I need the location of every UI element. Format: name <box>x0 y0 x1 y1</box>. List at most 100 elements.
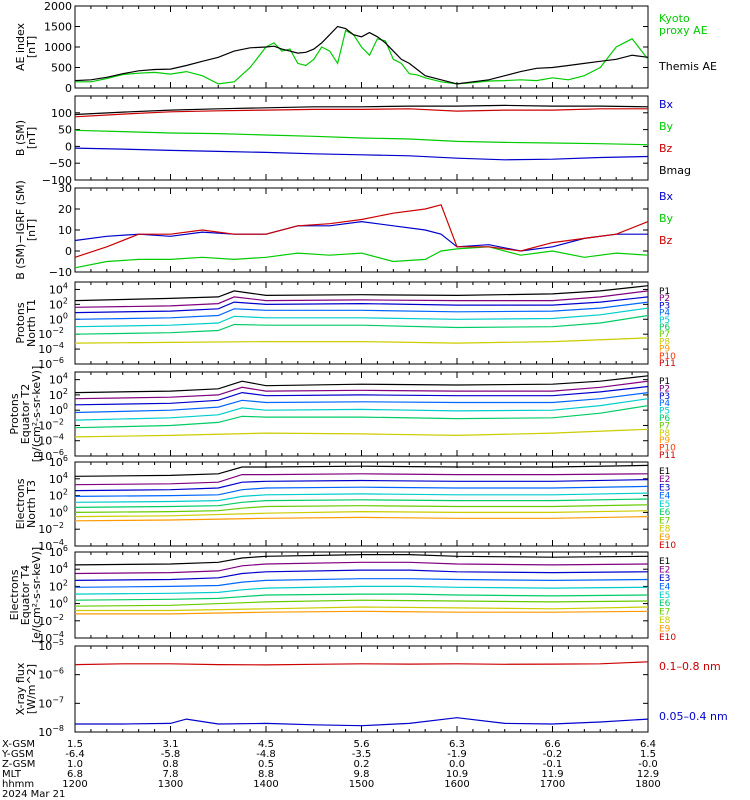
x-axis-value: 12.9 <box>637 769 659 780</box>
y-tick-label: 102 <box>49 387 68 402</box>
series-line-p1 <box>74 375 649 394</box>
legend-item: P7 <box>659 421 670 431</box>
y-axis-label: Protons <box>8 393 21 434</box>
legend-item: P10 <box>659 444 676 454</box>
x-axis-value: 1200 <box>62 779 87 790</box>
x-axis-value: -1.9 <box>447 749 467 760</box>
x-axis-value: 1.0 <box>67 759 83 770</box>
series-line-e3 <box>74 569 649 581</box>
x-axis-value: 1800 <box>635 779 660 790</box>
series-line-e6 <box>74 593 649 601</box>
legend-item: P9 <box>659 436 670 446</box>
x-axis-value: -4.8 <box>256 749 276 760</box>
legend-item: P1 <box>659 377 670 387</box>
panel-xray: 10−8 10−7 10−6 10−5 X-ray flux[W/m^2] 0.1–0.8… <box>14 638 728 739</box>
x-axis-value: -0.0 <box>638 759 658 770</box>
legend-item: P11 <box>659 451 676 461</box>
legend-item: E9 <box>659 625 671 635</box>
x-axis-value: 1600 <box>444 779 469 790</box>
legend-item: E9 <box>659 533 671 543</box>
series-line-p6 <box>74 314 649 335</box>
y-axis-label: [nT] <box>25 36 38 58</box>
legend-item: E1 <box>659 467 670 477</box>
y-tick-label: 10−5 <box>38 638 64 653</box>
legend-item: 0.1–0.8 nm <box>659 660 721 673</box>
legend-item: Bz <box>659 142 673 155</box>
y-tick-label: 104 <box>49 372 68 387</box>
x-axis-row-label: X-GSM <box>2 739 35 750</box>
y-tick-label: 10−2 <box>38 521 64 536</box>
series-line-bmag <box>74 104 649 116</box>
legend-item: E10 <box>659 541 676 551</box>
y-axis-label: AE index <box>14 22 27 71</box>
legend-item: P10 <box>659 352 676 362</box>
y-axis-label: Protons <box>14 302 27 343</box>
y-tick-label: 10−7 <box>38 695 64 710</box>
y-axis-label: [nT] <box>25 219 38 241</box>
x-axis-value: -5.8 <box>161 749 181 760</box>
panel-frame <box>74 645 649 733</box>
legend-item: Bz <box>659 234 673 247</box>
y-tick-label: 100 <box>49 504 68 519</box>
y-axis-label: [e/(cm²-s-sr-keV)] <box>30 547 43 643</box>
legend-item: E3 <box>659 574 670 584</box>
y-tick-label: −50 <box>49 157 72 170</box>
y-tick-label: 0 <box>65 140 72 153</box>
y-axis-label: B (SM)−IGRF (SM) <box>14 180 27 280</box>
legend-item: E5 <box>659 500 670 510</box>
legend-item: Themis AE <box>658 60 717 73</box>
x-axis-row-label: hhmm <box>2 779 34 790</box>
series-line-e9 <box>75 610 649 615</box>
x-axis-value: 0.2 <box>354 759 370 770</box>
series-line-e1 <box>74 553 649 566</box>
series-line-bx <box>74 147 649 161</box>
series-line-p6 <box>74 405 649 429</box>
legend-item: E6 <box>659 508 671 518</box>
y-tick-label: 102 <box>49 296 68 311</box>
series-line-e3 <box>74 479 649 492</box>
legend-item: E4 <box>659 492 671 502</box>
x-axis-value: 0.0 <box>449 759 465 770</box>
x-axis-row-label: Y-GSM <box>1 749 34 760</box>
x-axis-value: 3.1 <box>163 739 179 750</box>
y-axis-label: [p/(cm²-s-sr-keV)] <box>30 366 43 463</box>
y-tick-label: 10 <box>58 224 72 237</box>
legend-item: E4 <box>659 582 671 592</box>
y-axis-label: Electrons <box>14 478 27 529</box>
y-tick-label: 20 <box>58 203 72 216</box>
series-line-e5 <box>74 492 649 503</box>
series-line-p4 <box>74 301 649 320</box>
legend-item: P4 <box>659 399 670 409</box>
y-axis-label: [nT] <box>25 127 38 149</box>
legend-item: P5 <box>659 316 670 326</box>
legend-item: P11 <box>659 359 676 369</box>
series-line-0-05-0-4-nm <box>75 717 649 727</box>
legend-item: P1 <box>659 287 670 297</box>
series-line-bz <box>74 108 648 118</box>
x-axis-value: 1300 <box>158 779 183 790</box>
series-line-e5 <box>74 585 649 595</box>
y-axis-label: B (SM) <box>14 120 27 156</box>
y-axis-label: X-ray flux <box>14 662 27 715</box>
x-axis-value: 5.6 <box>354 739 370 750</box>
legend-item: E2 <box>659 475 670 485</box>
x-axis-value: 1500 <box>349 779 374 790</box>
y-tick-label: 100 <box>49 402 68 417</box>
legend-item: 0.05–0.4 nm <box>659 710 728 723</box>
series-line-p7 <box>74 428 649 438</box>
panel-digrf: −10 0 10 20 30 B (SM)−IGRF (SM)[nT] Bx By Bz <box>14 180 674 280</box>
x-axis-value: 0.5 <box>258 759 274 770</box>
x-axis-value: 6.4 <box>640 739 656 750</box>
legend-item: E8 <box>659 525 671 535</box>
x-axis-value: -6.4 <box>65 749 85 760</box>
x-axis-value: 6.6 <box>545 739 561 750</box>
y-tick-label: 100 <box>51 107 72 120</box>
y-tick-label: 106 <box>49 454 68 469</box>
y-tick-label: 10−6 <box>38 667 64 682</box>
x-axis-value: 6.8 <box>67 769 83 780</box>
x-axis-value: 11.9 <box>541 769 563 780</box>
